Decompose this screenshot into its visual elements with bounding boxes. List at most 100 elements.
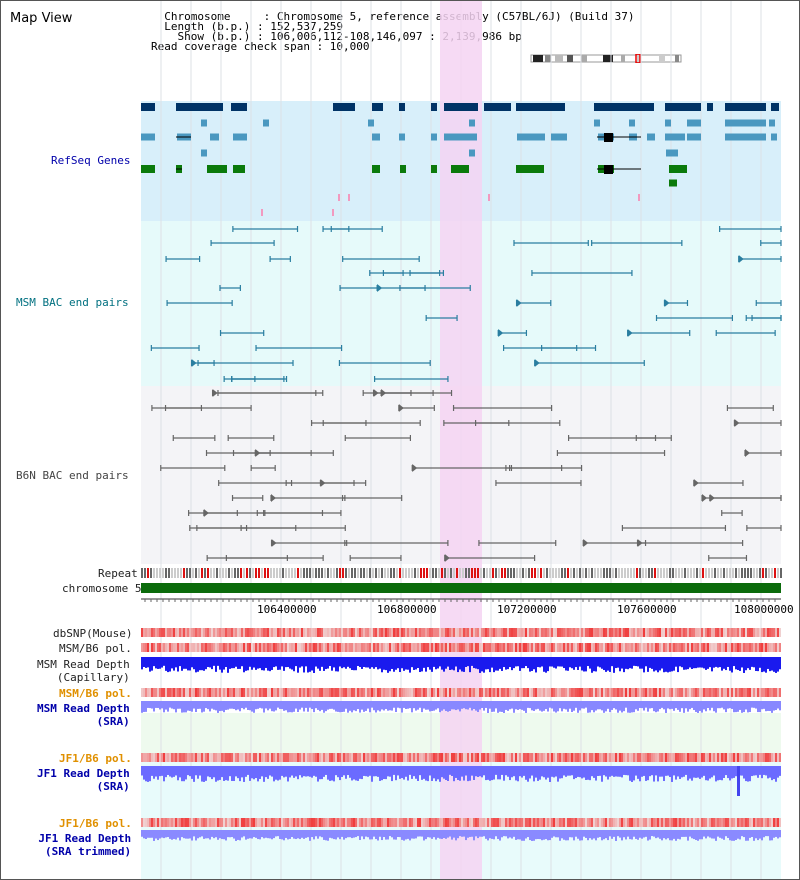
bac-end-arrow (255, 449, 261, 457)
polymorphism-cell (171, 753, 173, 762)
polymorphism-cell (535, 818, 537, 827)
read-depth-bar (167, 657, 169, 673)
polymorphism-cell (277, 643, 279, 652)
gene-feature (771, 103, 779, 111)
polymorphism-cell (365, 753, 367, 762)
read-depth-bar (483, 701, 485, 711)
repeat-element (705, 568, 707, 578)
polymorphism-cell (747, 688, 749, 697)
read-depth-bar (591, 657, 593, 673)
polymorphism-cell (595, 688, 597, 697)
read-depth-bar (741, 830, 743, 837)
chromosome-ideogram[interactable] (529, 54, 683, 63)
polymorphism-cell (163, 628, 165, 637)
polymorphism-cell (143, 753, 145, 762)
read-depth-bar (241, 830, 243, 838)
polymorphism-cell (645, 688, 647, 697)
repeat-element (405, 568, 407, 578)
polymorphism-cell (617, 643, 619, 652)
track-label-msm-b6-pol-1[interactable]: MSM/B6 pol. (59, 642, 132, 655)
polymorphism-cell (769, 753, 771, 762)
polymorphism-cell (277, 628, 279, 637)
read-depth-bar (657, 830, 659, 838)
polymorphism-cell (155, 643, 157, 652)
polymorphism-cell (599, 818, 601, 827)
read-depth-bar (173, 657, 175, 671)
polymorphism-cell (737, 688, 739, 697)
polymorphism-cell (405, 628, 407, 637)
repeat-element (582, 568, 584, 578)
polymorphism-cell (627, 628, 629, 637)
track-label-jf1-depth-sra[interactable]: JF1 Read Depth (SRA) (37, 767, 130, 793)
track-label-repeat[interactable]: Repeat (98, 567, 138, 580)
read-depth-bar (659, 830, 661, 839)
read-depth-bar (457, 701, 459, 710)
read-depth-bar (415, 830, 417, 839)
track-label-jf1-b6-pol-1[interactable]: JF1/B6 pol. (59, 752, 132, 765)
polymorphism-cell (275, 688, 277, 697)
polymorphism-cell (415, 628, 417, 637)
polymorphism-cell (601, 628, 603, 637)
polymorphism-cell (643, 643, 645, 652)
read-depth-bar (611, 657, 613, 667)
polymorphism-cell (699, 628, 701, 637)
track-label-msm-depth-capillary[interactable]: MSM Read Depth (Capillary) (37, 658, 130, 684)
read-depth-bar (423, 657, 425, 668)
polymorphism-cell (515, 818, 517, 827)
track-label-dbsnp[interactable]: dbSNP(Mouse) (53, 627, 133, 640)
polymorphism-cell (245, 643, 247, 652)
polymorphism-cell (749, 628, 751, 637)
polymorphism-cell (409, 818, 411, 827)
polymorphism-cell (629, 643, 631, 652)
track-label-msm-bac[interactable]: MSM BAC end pairs (16, 296, 129, 309)
track-label-msm-b6-pol-2[interactable]: MSM/B6 pol. (59, 687, 132, 700)
track-label-jf1-b6-pol-2[interactable]: JF1/B6 pol. (59, 817, 132, 830)
track-label-b6n-bac[interactable]: B6N BAC end pairs (16, 469, 129, 482)
gene-feature (233, 133, 247, 141)
read-depth-bar (351, 657, 353, 670)
polymorphism-cell (561, 688, 563, 697)
repeat-element (747, 568, 749, 578)
read-depth-bar (659, 701, 661, 710)
read-depth-bar (581, 830, 583, 841)
polymorphism-cell (553, 628, 555, 637)
track-label-refseq[interactable]: RefSeq Genes (51, 154, 131, 167)
polymorphism-cell (235, 688, 237, 697)
polymorphism-cell (351, 643, 353, 652)
track-label-msm-depth-sra[interactable]: MSM Read Depth (SRA) (37, 702, 130, 728)
track-label-jf1-depth-trimmed[interactable]: JF1 Read Depth (SRA trimmed) (37, 832, 131, 858)
polymorphism-cell (501, 818, 503, 827)
read-depth-bar (527, 657, 529, 669)
read-depth-bar (665, 830, 667, 840)
polymorphism-cell (515, 753, 517, 762)
gene-feature (399, 133, 405, 141)
axis-tick-label: 106400000 (257, 603, 317, 616)
read-depth-bar (301, 657, 303, 667)
repeat-element (720, 568, 722, 578)
read-depth-bar (625, 701, 627, 708)
read-depth-bar (327, 830, 329, 841)
polymorphism-cell (609, 688, 611, 697)
polymorphism-cell (401, 628, 403, 637)
read-depth-bar (699, 701, 701, 711)
polymorphism-cell (637, 818, 639, 827)
gene-feature (141, 165, 155, 173)
read-depth-bar (347, 766, 349, 776)
polymorphism-cell (693, 643, 695, 652)
read-depth-bar (741, 657, 743, 668)
read-depth-bar (555, 830, 557, 838)
track-label-chromosome[interactable]: chromosome 5 (62, 582, 142, 595)
polymorphism-cell (301, 818, 303, 827)
polymorphism-cell (201, 753, 203, 762)
polymorphism-cell (705, 753, 707, 762)
polymorphism-cell (215, 688, 217, 697)
read-depth-bar (453, 830, 455, 838)
repeat-element (156, 568, 158, 578)
gene-mark (261, 209, 263, 216)
read-depth-bar (151, 657, 153, 671)
polymorphism-cell (675, 643, 677, 652)
polymorphism-cell (605, 688, 607, 697)
read-depth-bar (225, 701, 227, 710)
read-depth-bar (291, 657, 293, 670)
